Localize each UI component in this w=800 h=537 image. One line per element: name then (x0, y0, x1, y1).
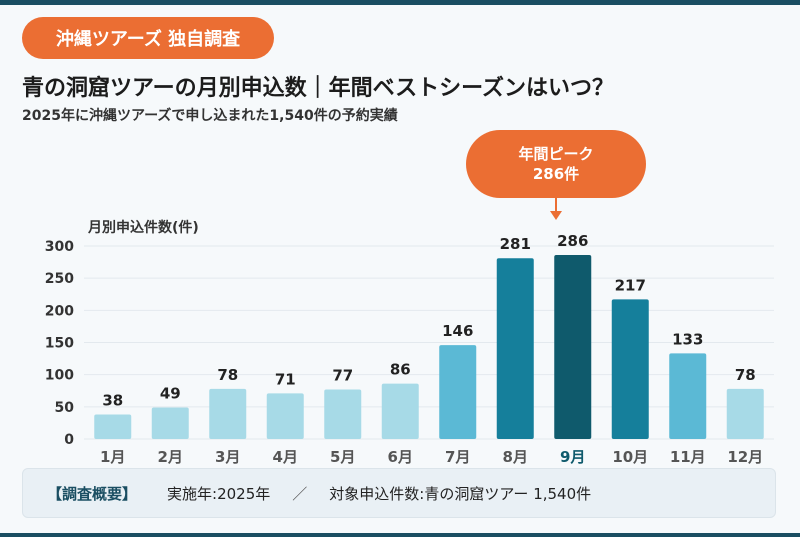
bar-5 (324, 389, 362, 439)
survey-summary: 【調査概要】 実施年:2025年 ／ 対象申込件数:青の洞窟ツアー 1,540件 (22, 468, 776, 518)
bar-value-label: 217 (615, 276, 646, 294)
bar-value-label: 78 (217, 366, 238, 384)
bar-value-label: 71 (275, 370, 296, 388)
bar-7 (439, 345, 477, 439)
bar-8 (496, 258, 534, 439)
x-tick-label: 2月 (158, 448, 183, 466)
x-tick-label: 7月 (445, 448, 470, 466)
y-tick-label: 50 (55, 400, 75, 416)
grid-layer: 0 50 100 150 200 250 300 (45, 239, 774, 448)
bar-value-label: 38 (102, 392, 123, 410)
peak-arrowhead-icon (550, 211, 562, 220)
y-tick-label: 300 (45, 239, 74, 255)
y-tick-label: 100 (45, 368, 74, 384)
survey-summary-heading: 【調査概要】 (47, 484, 138, 503)
bar-9 (554, 255, 592, 439)
peak-callout-label: 年間ピーク (518, 144, 594, 163)
y-tick-label: 200 (45, 303, 74, 319)
page-title: 青の洞窟ツアーの月別申込数｜年間ベストシーズンはいつ？ (22, 76, 615, 101)
bar-3 (209, 388, 247, 439)
survey-separator: ／ (292, 484, 308, 503)
x-tick-label: 3月 (215, 448, 240, 466)
bar-value-label: 286 (557, 232, 588, 250)
bar-value-label: 133 (672, 330, 703, 348)
survey-badge: 沖縄ツアーズ 独自調査 (22, 17, 274, 59)
bottom-accent-bar (0, 533, 800, 537)
bar-6 (381, 383, 419, 439)
peak-callout-value: 286件 (532, 165, 580, 183)
x-tick-label: 9月 (560, 448, 585, 466)
bar-11 (669, 353, 707, 439)
bar-value-label: 86 (390, 361, 411, 379)
bar-1 (94, 414, 132, 439)
x-tick-label: 6月 (388, 448, 413, 466)
x-tick-label: 12月 (727, 448, 763, 466)
bars-layer: 38 1月 49 2月 78 3月 71 4月 77 5月 86 6月 146 7月 281 8月 286 9月 2… (94, 232, 764, 466)
y-axis-title: 月別申込件数(件) (87, 219, 199, 236)
y-tick-label: 150 (45, 336, 74, 352)
bar-10 (611, 299, 649, 439)
survey-target-count: 対象申込件数:青の洞窟ツアー 1,540件 (329, 484, 592, 503)
x-tick-label: 8月 (503, 448, 528, 466)
bar-value-label: 49 (160, 384, 181, 402)
bar-4 (266, 393, 304, 439)
y-tick-label: 250 (45, 271, 74, 287)
bar-2 (151, 407, 189, 439)
bar-12 (726, 388, 764, 439)
y-tick-label: 0 (64, 432, 74, 448)
peak-callout: 年間ピーク 286件 (466, 130, 646, 198)
page-subtitle: 2025年に沖縄ツアーズで申し込まれた1,540件の予約実績 (22, 108, 398, 124)
survey-year: 実施年:2025年 (167, 484, 271, 503)
bar-value-label: 78 (735, 366, 756, 384)
x-tick-label: 10月 (612, 448, 648, 466)
bar-value-label: 146 (442, 322, 473, 340)
x-tick-label: 11月 (670, 448, 706, 466)
bar-value-label: 281 (500, 235, 531, 253)
x-tick-label: 4月 (273, 448, 298, 466)
bar-value-label: 77 (332, 366, 353, 384)
survey-badge-label: 沖縄ツアーズ 独自調査 (55, 29, 241, 50)
x-tick-label: 1月 (100, 448, 125, 466)
top-accent-bar (0, 0, 800, 5)
x-tick-label: 5月 (330, 448, 355, 466)
